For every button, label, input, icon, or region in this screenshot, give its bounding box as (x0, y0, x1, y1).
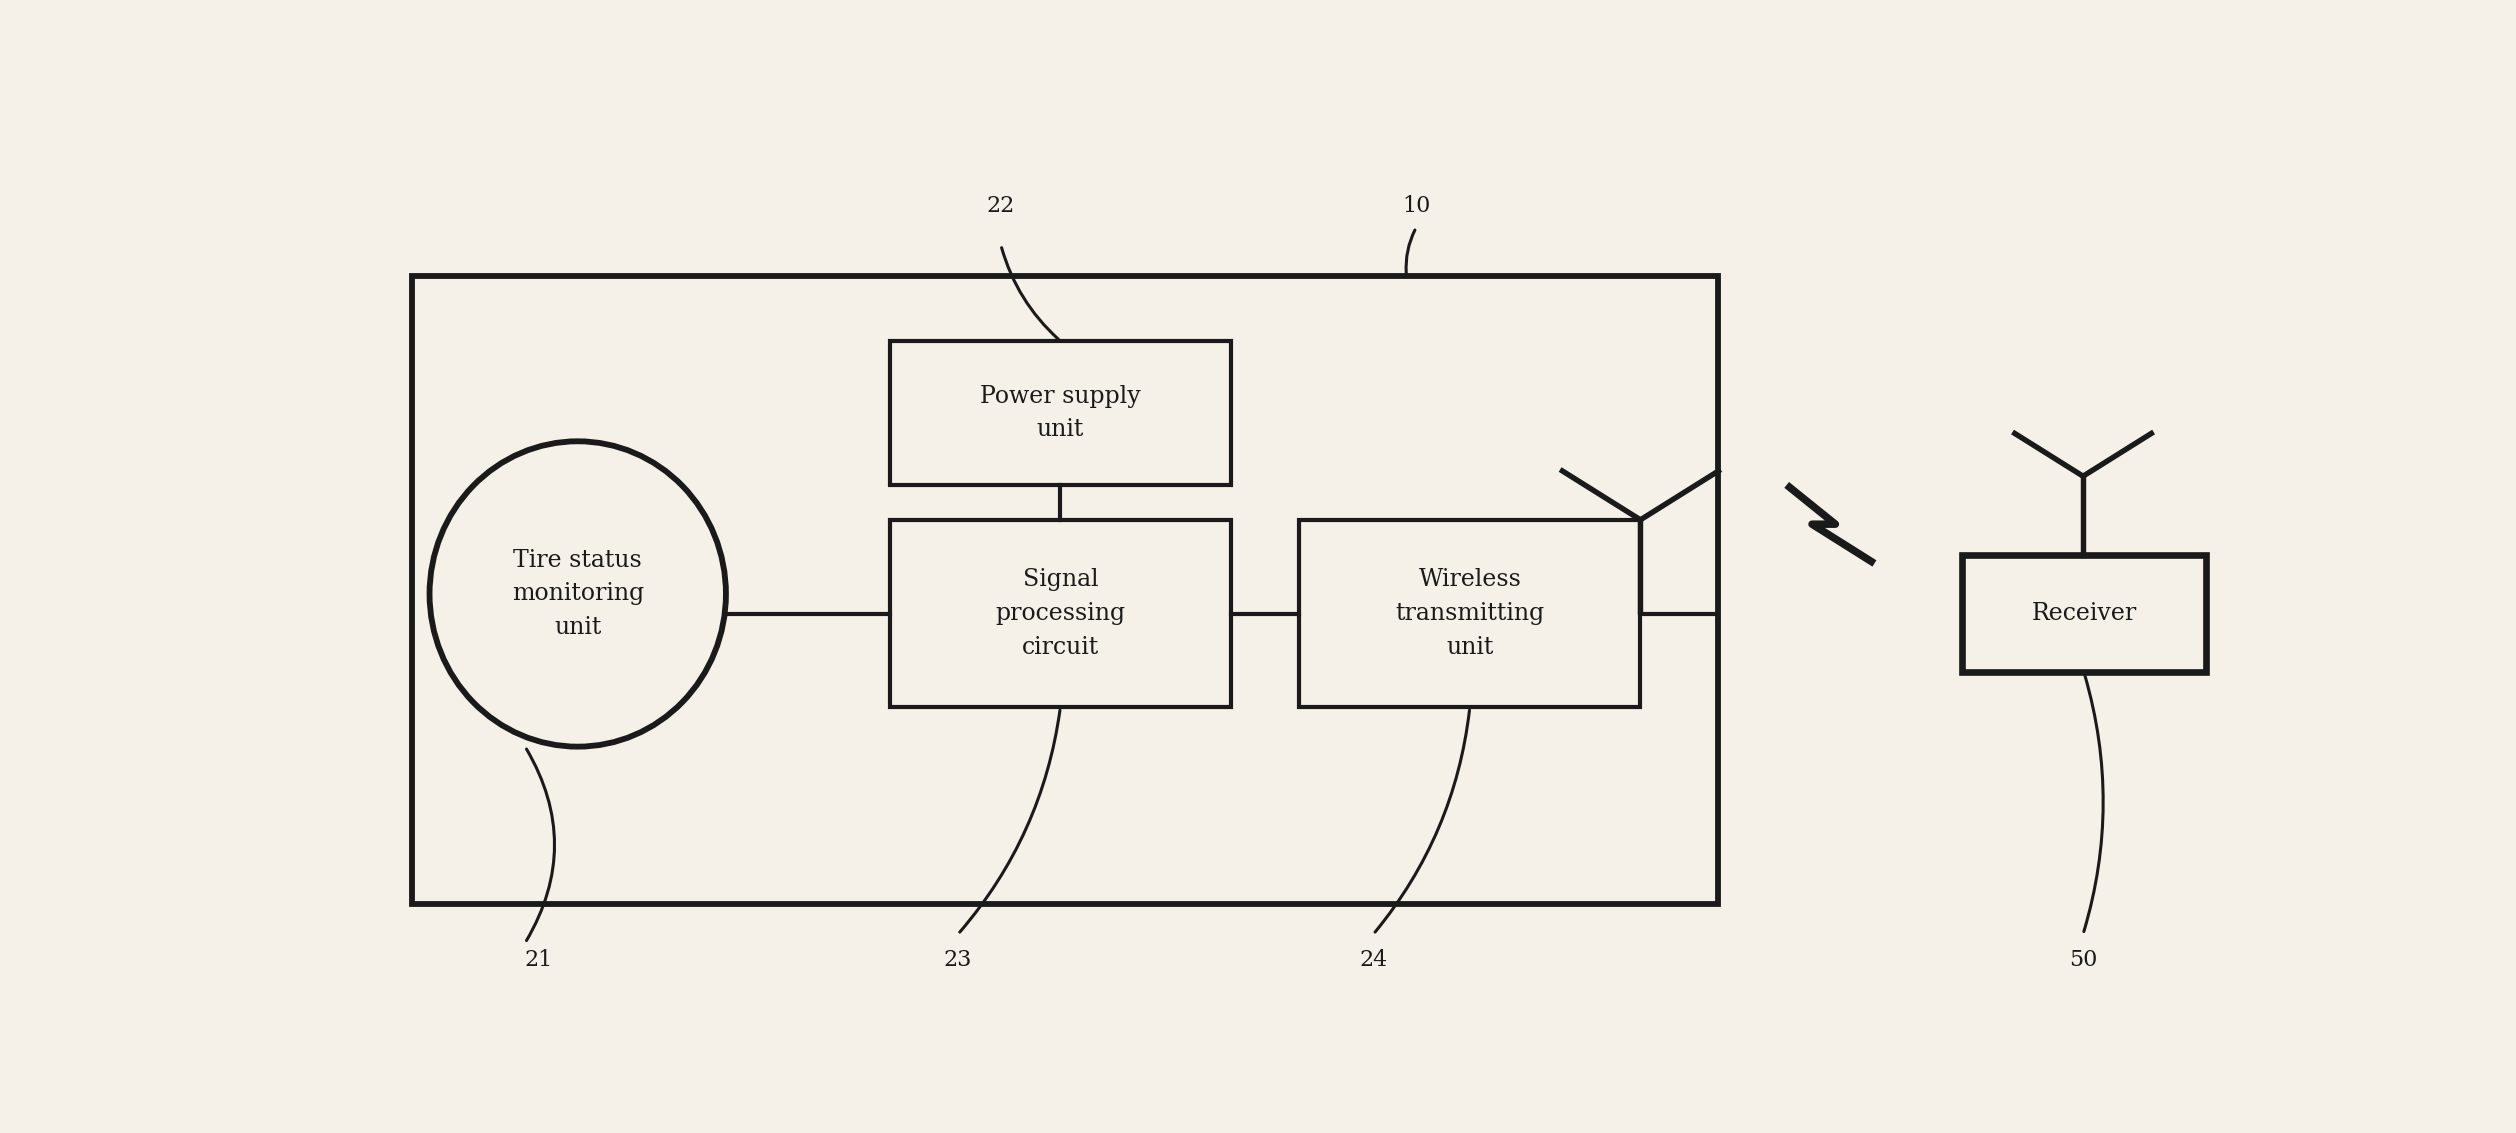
Text: Wireless
transmitting
unit: Wireless transmitting unit (1396, 569, 1545, 659)
Text: 24: 24 (1359, 949, 1386, 971)
Bar (413, 275, 1718, 904)
Text: 10: 10 (1401, 195, 1432, 216)
Text: Power supply
unit: Power supply unit (979, 384, 1140, 442)
Text: 50: 50 (2068, 949, 2098, 971)
Text: 23: 23 (944, 949, 971, 971)
Bar (891, 520, 1230, 707)
Text: Signal
processing
circuit: Signal processing circuit (996, 569, 1125, 659)
Text: 21: 21 (526, 949, 554, 971)
Bar (1298, 520, 1640, 707)
Bar (891, 341, 1230, 485)
Text: Tire status
monitoring
unit: Tire status monitoring unit (511, 548, 644, 639)
Text: Receiver: Receiver (2030, 602, 2136, 625)
Text: 22: 22 (986, 195, 1014, 216)
Bar (1962, 555, 2207, 673)
